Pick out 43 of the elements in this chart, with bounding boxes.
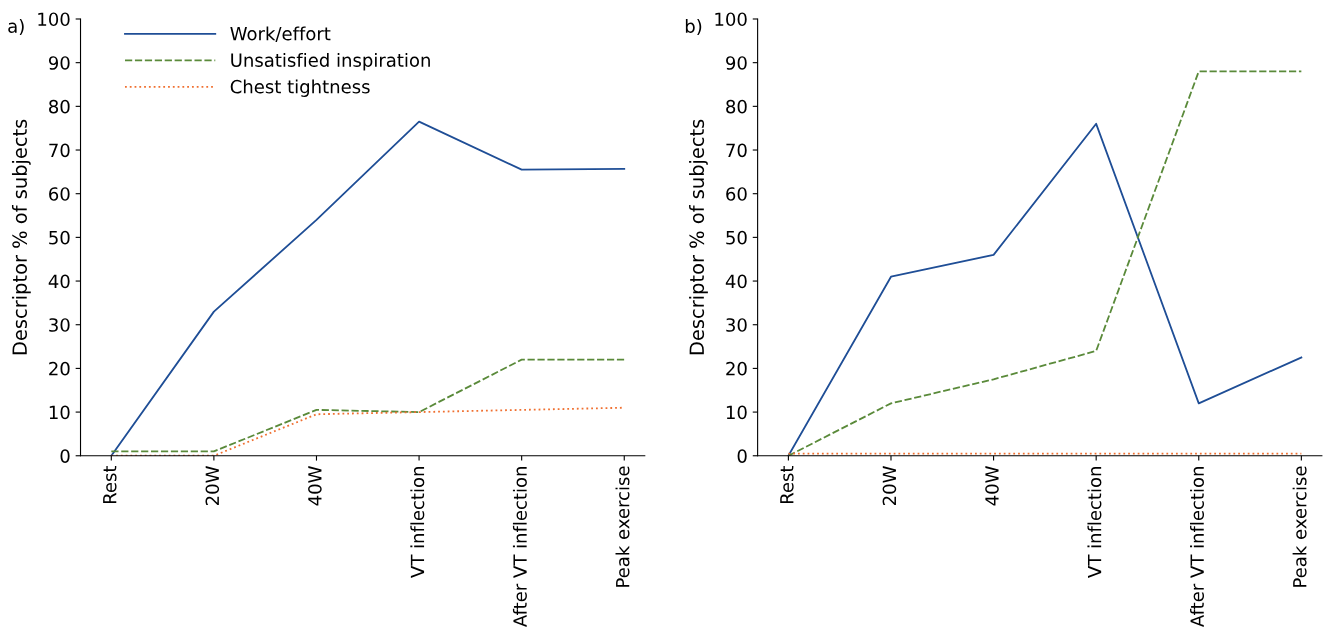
y-tick-label: 70: [49, 143, 70, 158]
legend-label: Chest tightness: [230, 79, 370, 97]
y-tick-label: 80: [49, 99, 70, 114]
x-tick-label: Rest: [780, 465, 794, 504]
y-tick-label: 90: [726, 56, 747, 70]
y-tick-label: 30: [49, 318, 70, 332]
y-tick-label: 80: [726, 99, 747, 114]
y-tick-label: 20: [49, 361, 70, 376]
y-tick-label: 0: [60, 449, 70, 463]
x-tick-label: 20W: [205, 466, 220, 505]
y-tick-label: 10: [726, 405, 747, 420]
y-axis-title: Descriptor % of subjects: [689, 119, 708, 355]
x-tick-label: After VT inflection: [1190, 467, 1204, 627]
x-tick-label: 40W: [308, 466, 322, 506]
y-tick-label: 60: [726, 187, 747, 201]
legend-label: Work/effort: [230, 26, 331, 42]
y-tick-label: 40: [48, 274, 70, 289]
y-tick-label: 30: [726, 318, 747, 332]
y-tick-label: 60: [49, 187, 70, 201]
y-tick-label: 50: [49, 230, 70, 245]
y-tick-label: 10: [49, 405, 70, 420]
x-tick-label: Rest: [103, 465, 117, 504]
line-series: [110, 120, 626, 456]
x-tick-label: Peak exercise: [1292, 466, 1307, 587]
y-tick-label: 90: [48, 56, 70, 70]
y-tick-label: 20: [726, 361, 747, 376]
y-tick-label: 40: [725, 274, 747, 289]
x-tick-label: 40W: [985, 466, 999, 506]
legend-label: Unsatisfied inspiration: [231, 53, 430, 71]
x-tick-label: Peak exercise: [615, 466, 630, 587]
chart-title: b): [685, 18, 702, 36]
line-series: [110, 358, 626, 453]
y-tick-label: 100: [715, 12, 747, 27]
y-tick-label: 50: [726, 230, 747, 245]
y-tick-label: 70: [726, 143, 747, 158]
y-tick-label: 0: [737, 449, 747, 463]
x-tick-label: VT inflection: [1087, 467, 1102, 578]
chart-title: a): [8, 19, 24, 36]
x-tick-label: VT inflection: [410, 467, 425, 578]
y-axis-title: Descriptor % of subjects: [11, 119, 31, 355]
x-tick-label: After VT inflection: [512, 467, 527, 627]
x-tick-label: 20W: [882, 466, 897, 505]
y-tick-label: 100: [38, 12, 70, 27]
